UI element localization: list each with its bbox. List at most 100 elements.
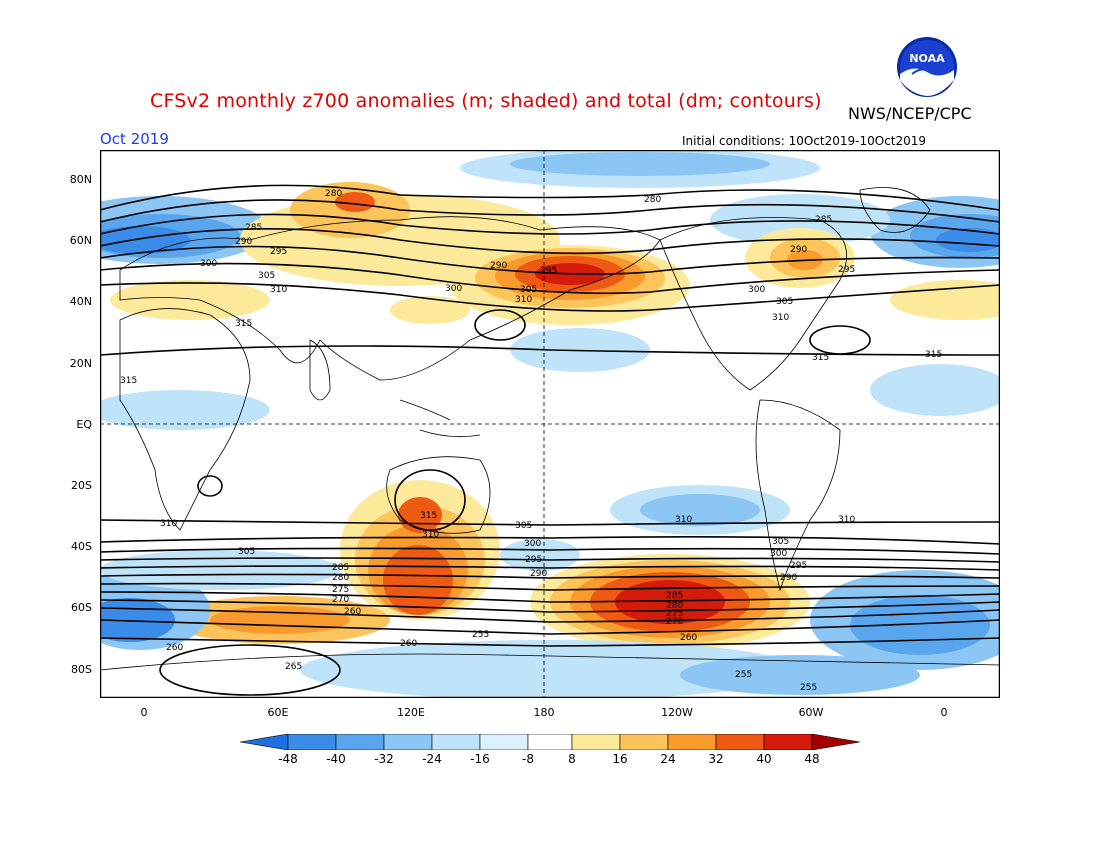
contour-label: 300 bbox=[445, 284, 462, 294]
contour-label: 310 bbox=[675, 515, 692, 525]
contour-label: 305 bbox=[238, 547, 255, 557]
contour-label: 280 bbox=[644, 195, 661, 205]
contour-label: 315 bbox=[925, 350, 942, 360]
map-title: CFSv2 monthly z700 anomalies (m; shaded)… bbox=[150, 90, 822, 112]
colorbar-segment bbox=[527, 734, 573, 750]
contour-label: 265 bbox=[285, 662, 302, 672]
contour-label: 260 bbox=[344, 607, 361, 617]
colorbar-segment bbox=[479, 734, 529, 750]
contour-label: 310 bbox=[422, 530, 439, 540]
colorbar-segment bbox=[667, 734, 717, 750]
contour-label: 255 bbox=[800, 683, 817, 693]
colorbar-segment bbox=[811, 734, 860, 750]
lon-label: 60E bbox=[267, 706, 289, 719]
contour-label: 310 bbox=[160, 519, 177, 529]
lat-label: 60S bbox=[71, 601, 92, 614]
contour-label: 295 bbox=[540, 266, 557, 276]
contour-label: 270 bbox=[666, 617, 683, 627]
colorbar-segment bbox=[383, 734, 433, 750]
colorbar-segment bbox=[763, 734, 813, 750]
contour-label: 295 bbox=[790, 561, 807, 571]
contour-label: 290 bbox=[235, 237, 252, 247]
lon-label: 60W bbox=[798, 706, 824, 719]
contour-label: 275 bbox=[666, 609, 683, 619]
colorbar-label: 48 bbox=[804, 752, 820, 766]
lat-label: 20N bbox=[69, 357, 92, 370]
contour-label: 290 bbox=[530, 569, 547, 579]
agency-label: NWS/NCEP/CPC bbox=[848, 104, 972, 123]
noaa-logo: NOAA bbox=[896, 36, 958, 98]
contour-label: 290 bbox=[780, 573, 797, 583]
contour-label: 270 bbox=[332, 595, 349, 605]
color-scale-bar bbox=[240, 734, 860, 750]
contour-label: 285 bbox=[815, 215, 832, 225]
contour-label: 305 bbox=[520, 285, 537, 295]
contour-label: 275 bbox=[332, 585, 349, 595]
month-label: Oct 2019 bbox=[100, 130, 169, 148]
lon-label: 120W bbox=[661, 706, 693, 719]
contour-label: 295 bbox=[838, 265, 855, 275]
colorbar-label: -16 bbox=[470, 752, 490, 766]
colorbar-label: -48 bbox=[278, 752, 298, 766]
contour-label: 285 bbox=[245, 223, 262, 233]
contour-label: 260 bbox=[166, 643, 183, 653]
colorbar-label: 40 bbox=[756, 752, 772, 766]
contour-label: 280 bbox=[325, 189, 342, 199]
colorbar-label: -8 bbox=[522, 752, 534, 766]
anomaly-map: 280 285 290 295 300 305 310 315 280 290 … bbox=[100, 150, 1000, 698]
contour-label: 280 bbox=[332, 573, 349, 583]
contour-label: 315 bbox=[235, 319, 252, 329]
contour-label: 260 bbox=[400, 639, 417, 649]
lat-label: 40N bbox=[69, 295, 92, 308]
logo-text: NOAA bbox=[909, 52, 945, 65]
lon-label: 0 bbox=[140, 706, 148, 719]
lon-label: 120E bbox=[397, 706, 425, 719]
colorbar-label: -24 bbox=[422, 752, 442, 766]
contour-label: 260 bbox=[680, 633, 697, 643]
lat-label: EQ bbox=[76, 418, 92, 431]
contour-label: 255 bbox=[472, 630, 489, 640]
contour-label: 305 bbox=[515, 521, 532, 531]
contour-label: 305 bbox=[776, 297, 793, 307]
contour-label: 285 bbox=[332, 563, 349, 573]
colorbar-label: 24 bbox=[660, 752, 676, 766]
contour-label: 295 bbox=[525, 555, 542, 565]
contour-label: 285 bbox=[666, 591, 683, 601]
colorbar-label: -40 bbox=[326, 752, 346, 766]
contour-label: 300 bbox=[200, 259, 217, 269]
initial-conditions-label: Initial conditions: 10Oct2019-10Oct2019 bbox=[682, 134, 927, 148]
colorbar-segment bbox=[240, 734, 289, 750]
contour-label: 290 bbox=[490, 261, 507, 271]
contour-label: 295 bbox=[270, 247, 287, 257]
lat-label: 40S bbox=[71, 540, 92, 553]
lat-label: 60N bbox=[69, 234, 92, 247]
height-contours bbox=[100, 184, 1000, 696]
contour-label: 305 bbox=[772, 537, 789, 547]
contour-label: 315 bbox=[812, 353, 829, 363]
lat-label: 80S bbox=[71, 663, 92, 676]
contour-label: 310 bbox=[838, 515, 855, 525]
contour-label: 310 bbox=[772, 313, 789, 323]
contour-label: 315 bbox=[120, 376, 137, 386]
map-border bbox=[100, 150, 1000, 698]
colorbar-segment bbox=[715, 734, 765, 750]
contour-label: 300 bbox=[524, 539, 541, 549]
contour-label: 300 bbox=[770, 549, 787, 559]
colorbar-label: 32 bbox=[708, 752, 724, 766]
contour-label: 290 bbox=[790, 245, 807, 255]
colorbar-label: 16 bbox=[612, 752, 628, 766]
lon-label: 0 bbox=[940, 706, 948, 719]
colorbar-segment bbox=[619, 734, 669, 750]
lat-label: 20S bbox=[71, 479, 92, 492]
contour-label: 280 bbox=[666, 601, 683, 611]
colorbar-segment bbox=[431, 734, 481, 750]
contour-label: 315 bbox=[420, 511, 437, 521]
colorbar-label: -32 bbox=[374, 752, 394, 766]
colorbar-segment bbox=[571, 734, 621, 750]
contour-label: 305 bbox=[258, 271, 275, 281]
lon-label: 180 bbox=[533, 706, 555, 719]
contour-label: 300 bbox=[748, 285, 765, 295]
lat-label: 80N bbox=[69, 173, 92, 186]
contour-label: 310 bbox=[270, 285, 287, 295]
contour-label: 255 bbox=[735, 670, 752, 680]
